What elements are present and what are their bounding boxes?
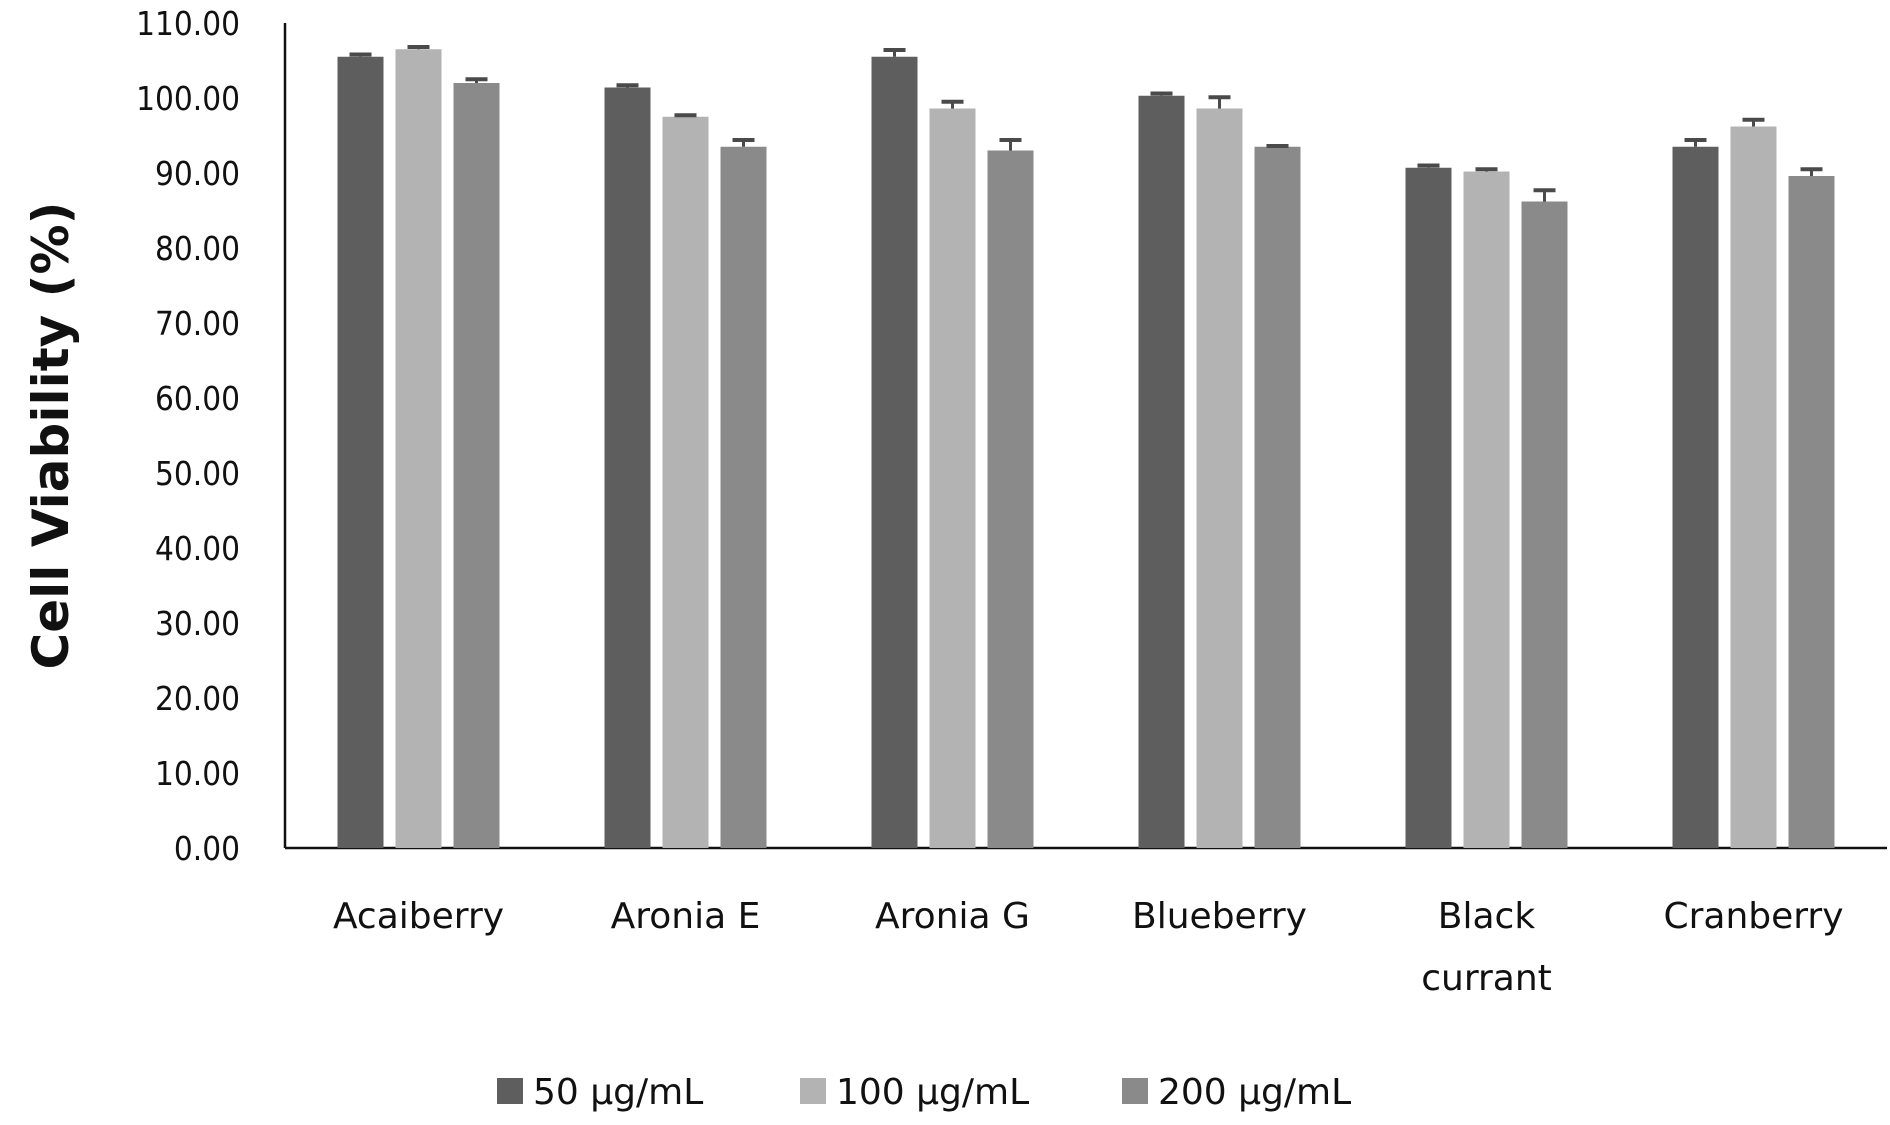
legend-label: 200 µg/mL bbox=[1158, 1072, 1351, 1113]
y-tick-label: 80.00 bbox=[155, 229, 240, 268]
y-tick-label: 30.00 bbox=[155, 604, 240, 643]
y-axis-label: Cell Viability (%) bbox=[22, 202, 80, 670]
bar bbox=[987, 150, 1034, 848]
y-tick-label: 20.00 bbox=[155, 679, 240, 718]
y-tick-label: 100.00 bbox=[136, 79, 240, 118]
y-tick-label: 110.00 bbox=[136, 4, 240, 43]
x-tick-label: Blueberry bbox=[1132, 896, 1307, 937]
y-tick-label: 60.00 bbox=[155, 379, 240, 418]
x-tick-label: Aronia G bbox=[875, 896, 1030, 937]
x-tick-label: Black bbox=[1438, 896, 1536, 937]
bar bbox=[720, 146, 767, 848]
legend-swatch bbox=[1122, 1078, 1148, 1104]
y-tick-label: 10.00 bbox=[155, 754, 240, 793]
y-tick-label: 50.00 bbox=[155, 454, 240, 493]
legend-label: 50 µg/mL bbox=[533, 1072, 703, 1113]
bar bbox=[1405, 167, 1452, 848]
x-tick-label: Cranberry bbox=[1663, 896, 1843, 937]
y-tick-label: 0.00 bbox=[174, 829, 240, 868]
bar bbox=[453, 83, 500, 848]
legend-label: 100 µg/mL bbox=[836, 1072, 1029, 1113]
y-tick-label: 70.00 bbox=[155, 304, 240, 343]
x-tick-label: Acaiberry bbox=[333, 896, 504, 937]
bar bbox=[871, 56, 918, 848]
x-tick-label: currant bbox=[1421, 958, 1552, 999]
bar bbox=[1730, 126, 1777, 848]
bar bbox=[1521, 201, 1568, 848]
y-tick-label: 90.00 bbox=[155, 154, 240, 193]
x-tick-label: Aronia E bbox=[611, 896, 761, 937]
legend-swatch bbox=[497, 1078, 523, 1104]
bar bbox=[395, 49, 442, 848]
bar bbox=[1254, 146, 1301, 848]
bar bbox=[1463, 171, 1510, 848]
y-tick-label: 40.00 bbox=[155, 529, 240, 568]
bar bbox=[929, 108, 976, 848]
bar bbox=[1196, 108, 1243, 848]
bar bbox=[604, 87, 651, 848]
bar bbox=[1672, 146, 1719, 848]
legend-swatch bbox=[800, 1078, 826, 1104]
bar bbox=[662, 116, 709, 848]
bar bbox=[337, 56, 384, 848]
bar bbox=[1138, 95, 1185, 848]
bar bbox=[1788, 176, 1835, 848]
